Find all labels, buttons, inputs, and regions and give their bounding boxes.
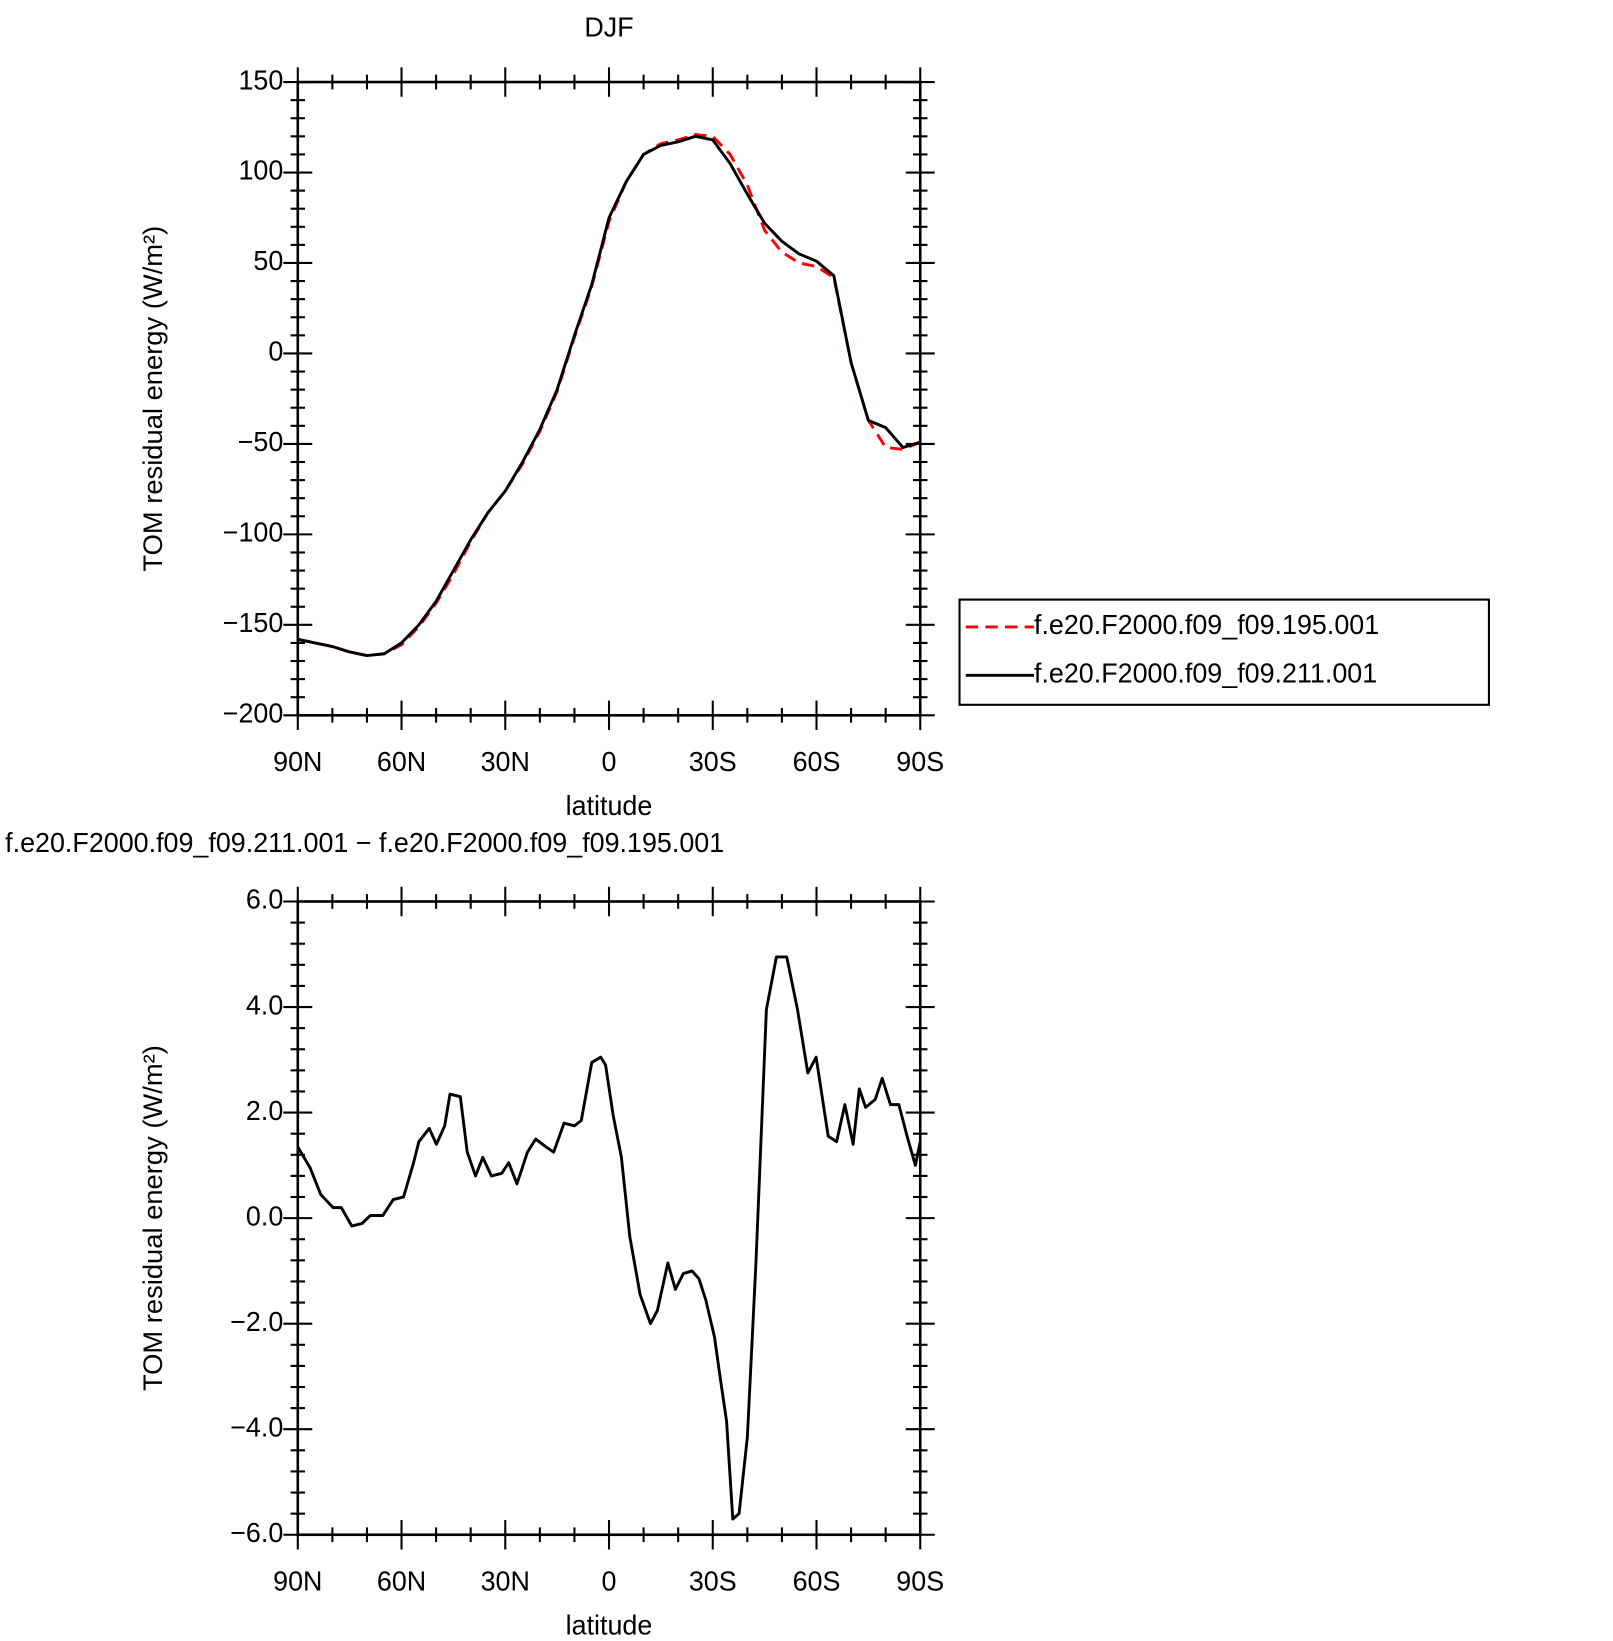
x-tick-label: 60N: [377, 1565, 426, 1596]
chart-title: f.e20.F2000.f09_f09.211.001 − f.e20.F200…: [5, 827, 724, 858]
y-tick-label: 0.0: [246, 1200, 283, 1231]
x-axis-label: latitude: [566, 790, 653, 821]
y-tick-label: 100: [238, 155, 283, 186]
legend-label: f.e20.F2000.f09_f09.211.001: [1034, 657, 1377, 688]
y-axis-label: TOM residual energy (W/m²): [137, 1045, 168, 1391]
x-tick-label: 30N: [481, 1565, 530, 1596]
y-tick-label: 0: [268, 335, 283, 366]
x-tick-label: 30S: [689, 1565, 737, 1596]
legend-box: [958, 598, 1490, 706]
chart-title: DJF: [584, 11, 633, 42]
legend-label: f.e20.F2000.f09_f09.195.001: [1034, 609, 1379, 640]
y-tick-label: 4.0: [246, 989, 283, 1020]
x-tick-label: 60S: [793, 746, 841, 777]
x-tick-label: 60N: [377, 746, 426, 777]
y-tick-label: −100: [223, 516, 284, 547]
y-tick-label: 2.0: [246, 1095, 283, 1126]
y-tick-label: 150: [238, 64, 283, 95]
y-tick-label: −2.0: [230, 1306, 283, 1337]
x-tick-label: 90N: [273, 746, 322, 777]
legend: f.e20.F2000.f09_f09.195.001 f.e20.F2000.f…: [958, 598, 1490, 706]
series-line: [297, 134, 921, 658]
y-tick-label: 50: [253, 245, 283, 276]
x-axis-label: latitude: [566, 1609, 653, 1640]
series-line: [296, 955, 922, 1521]
x-tick-label: 90S: [896, 1565, 944, 1596]
y-tick-label: 6.0: [246, 884, 283, 915]
x-tick-label: 60S: [793, 1565, 841, 1596]
plot-frame: [296, 900, 922, 1537]
y-axis-label: TOM residual energy (W/m²): [137, 226, 168, 572]
x-tick-label: 0: [602, 746, 617, 777]
y-tick-label: −6.0: [230, 1517, 283, 1548]
series-line: [297, 133, 921, 658]
y-tick-label: −4.0: [230, 1411, 283, 1442]
x-tick-label: 90S: [896, 746, 944, 777]
x-tick-label: 90N: [273, 1565, 322, 1596]
y-tick-label: −50: [238, 426, 284, 457]
x-tick-label: 30S: [689, 746, 737, 777]
x-tick-label: 30N: [481, 746, 530, 777]
x-tick-label: 0: [602, 1565, 617, 1596]
plot-frame: [296, 80, 922, 717]
y-tick-label: −200: [223, 697, 284, 728]
y-tick-label: −150: [223, 607, 284, 638]
